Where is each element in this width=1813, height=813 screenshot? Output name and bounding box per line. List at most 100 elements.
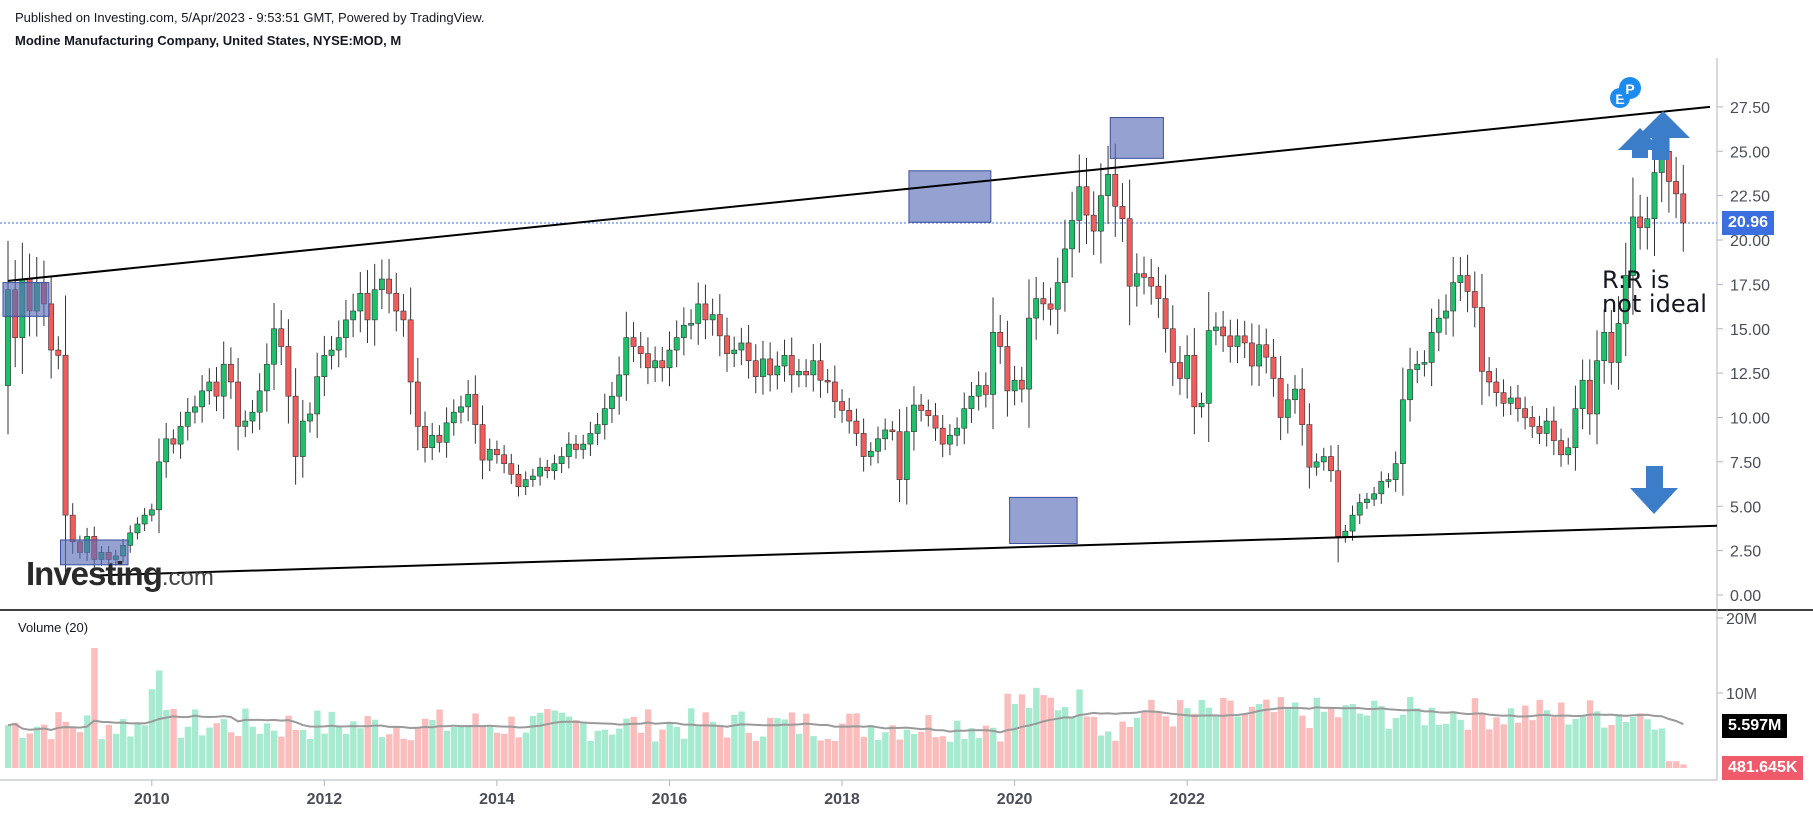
volume-bar: [1529, 720, 1536, 768]
volume-bar: [1162, 716, 1169, 768]
volume-bar: [328, 711, 335, 768]
candle-body: [278, 328, 285, 347]
volume-bar: [551, 710, 558, 768]
candle-body: [1622, 275, 1629, 324]
candle-body: [551, 463, 558, 472]
volume-bar: [565, 716, 573, 768]
volume-bar: [141, 725, 149, 768]
volume-bar: [925, 715, 932, 768]
volume-bar: [199, 735, 206, 768]
candle-body: [357, 292, 364, 312]
candle-body: [1112, 174, 1119, 207]
volume-bar: [810, 736, 817, 768]
candle-body: [1083, 186, 1090, 216]
volume-bar: [1263, 699, 1270, 768]
candle-body: [601, 408, 608, 425]
candle-body: [767, 358, 774, 376]
candle-body: [580, 443, 587, 450]
candle-body: [1248, 342, 1255, 367]
price-tick-label: 15.00: [1730, 322, 1770, 339]
candle-body: [781, 355, 788, 367]
volume-bar: [1478, 713, 1486, 768]
volume-bar: [1399, 714, 1407, 768]
candle-body: [69, 514, 76, 543]
volume-bar: [695, 726, 702, 768]
volume-bar: [1637, 713, 1644, 768]
price-tick-label: 20.00: [1730, 233, 1770, 250]
candle-body: [817, 360, 824, 381]
volume-bar: [702, 712, 709, 768]
candle-body: [558, 456, 565, 464]
candle-body: [515, 473, 522, 488]
candle-body: [1011, 379, 1018, 392]
volume-bar: [26, 733, 33, 768]
candle-body: [839, 401, 845, 411]
candle-body: [1277, 378, 1284, 418]
candle-body: [1500, 392, 1507, 404]
candle-body: [227, 363, 234, 383]
volume-bar: [781, 719, 788, 768]
volume-bar: [112, 733, 120, 768]
candle-body: [1335, 470, 1342, 537]
candle-body: [1076, 186, 1083, 221]
volume-bar: [1385, 728, 1392, 768]
candle-body: [1392, 463, 1399, 480]
volume-bar: [127, 736, 134, 768]
volume-bar: [407, 740, 415, 768]
candle-body: [48, 303, 55, 351]
volume-bar: [1155, 712, 1162, 768]
candle-body: [1126, 218, 1133, 287]
last-price-tag: 20.96: [1722, 210, 1775, 235]
volume-bar: [1622, 722, 1630, 768]
volume-bar: [19, 737, 26, 768]
candle-body: [1572, 408, 1579, 448]
volume-bar: [429, 719, 436, 768]
candle-body: [695, 303, 702, 324]
volume-bar: [724, 737, 731, 768]
volume-bar: [69, 727, 77, 768]
candle-body: [450, 411, 457, 424]
candle-body: [170, 438, 177, 445]
candle-body: [1651, 172, 1658, 220]
candle-body: [1097, 195, 1104, 232]
candle-body: [918, 404, 925, 411]
candle-body: [853, 420, 860, 434]
candle-body: [1364, 498, 1370, 503]
volume-bar: [1040, 695, 1047, 768]
volume-bar: [630, 716, 637, 768]
last-volume-tag: 481.645K: [1722, 756, 1804, 780]
candle-body: [522, 479, 529, 488]
volume-bar: [1270, 712, 1277, 768]
volume-bar: [227, 732, 235, 768]
volume-bar: [422, 718, 429, 768]
volume-bar: [12, 722, 19, 768]
volume-bar: [903, 729, 911, 768]
candle-body: [623, 337, 630, 376]
volume-bar: [1414, 708, 1421, 768]
candle-body: [314, 376, 321, 415]
volume-bar: [55, 712, 62, 768]
candle-body: [774, 365, 781, 376]
candle-body: [220, 363, 227, 397]
volume-bar: [414, 727, 422, 768]
volume-bar: [120, 719, 127, 768]
volume-bar: [443, 730, 450, 768]
volume-bar: [393, 726, 400, 768]
svg-text:E: E: [1615, 91, 1624, 107]
candle-body: [1018, 379, 1025, 390]
volume-bar: [666, 721, 673, 768]
candle-body: [1428, 331, 1435, 363]
volume-bar: [335, 725, 343, 768]
candle-body: [982, 385, 989, 395]
volume-bar: [1457, 719, 1464, 768]
highlight-boxes: [2, 117, 1164, 566]
volume-bar: [1673, 761, 1680, 768]
volume-bar: [1033, 687, 1040, 768]
volume-bar: [1011, 704, 1018, 768]
candle-body: [148, 509, 155, 516]
arrow-down-icon: [1630, 466, 1678, 514]
volume-bar: [1141, 712, 1148, 768]
volume-bar: [1371, 700, 1378, 768]
volume-bar: [206, 727, 213, 768]
